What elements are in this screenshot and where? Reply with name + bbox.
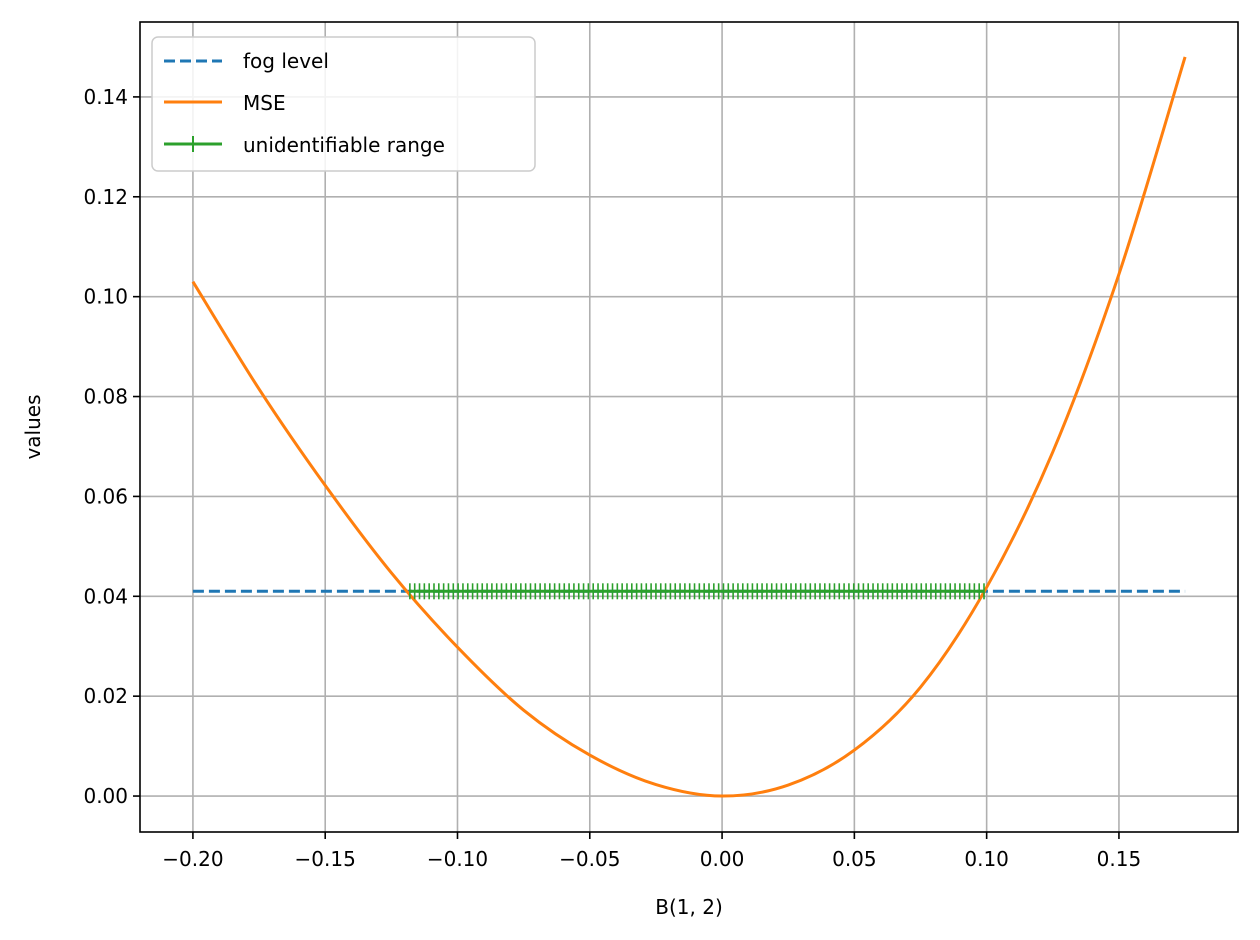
x-tick-label: −0.05: [559, 847, 620, 871]
x-axis-label: B(1, 2): [655, 895, 723, 919]
plot-frame: [139, 21, 1239, 833]
legend-mse-label: MSE: [243, 91, 286, 115]
y-tick-label: 0.04: [83, 584, 128, 608]
y-tick-label: 0.12: [83, 185, 128, 209]
y-tick-label: 0.06: [83, 484, 128, 508]
legend-fog-level-label: fog level: [243, 49, 329, 73]
y-tick-label: 0.02: [83, 684, 128, 708]
mse-curve: [191, 56, 1187, 798]
legend-unidentifiable-range-label: unidentifiable range: [243, 133, 445, 157]
series-layer: [191, 56, 1187, 798]
y-axis-label: values: [21, 394, 45, 459]
x-tick-label: −0.20: [162, 847, 223, 871]
y-tick-label: 0.10: [83, 285, 128, 309]
x-tick-label: 0.05: [832, 847, 877, 871]
x-tick-label: −0.15: [295, 847, 356, 871]
legend: fog level MSE unidentifiable range: [151, 36, 536, 172]
x-tick-label: 0.15: [1097, 847, 1142, 871]
x-tick-label: −0.10: [427, 847, 488, 871]
x-tick-label: 0.00: [700, 847, 745, 871]
y-tick-label: 0.00: [83, 784, 128, 808]
y-tick-label: 0.08: [83, 385, 128, 409]
x-tick-label: 0.10: [964, 847, 1009, 871]
y-tick-label: 0.14: [83, 85, 128, 109]
axis-ticks: −0.20 −0.15 −0.10 −0.05 0.00 0.05 0.10 0.15 0.00…: [83, 85, 1141, 871]
legend-frame: [151, 36, 536, 172]
